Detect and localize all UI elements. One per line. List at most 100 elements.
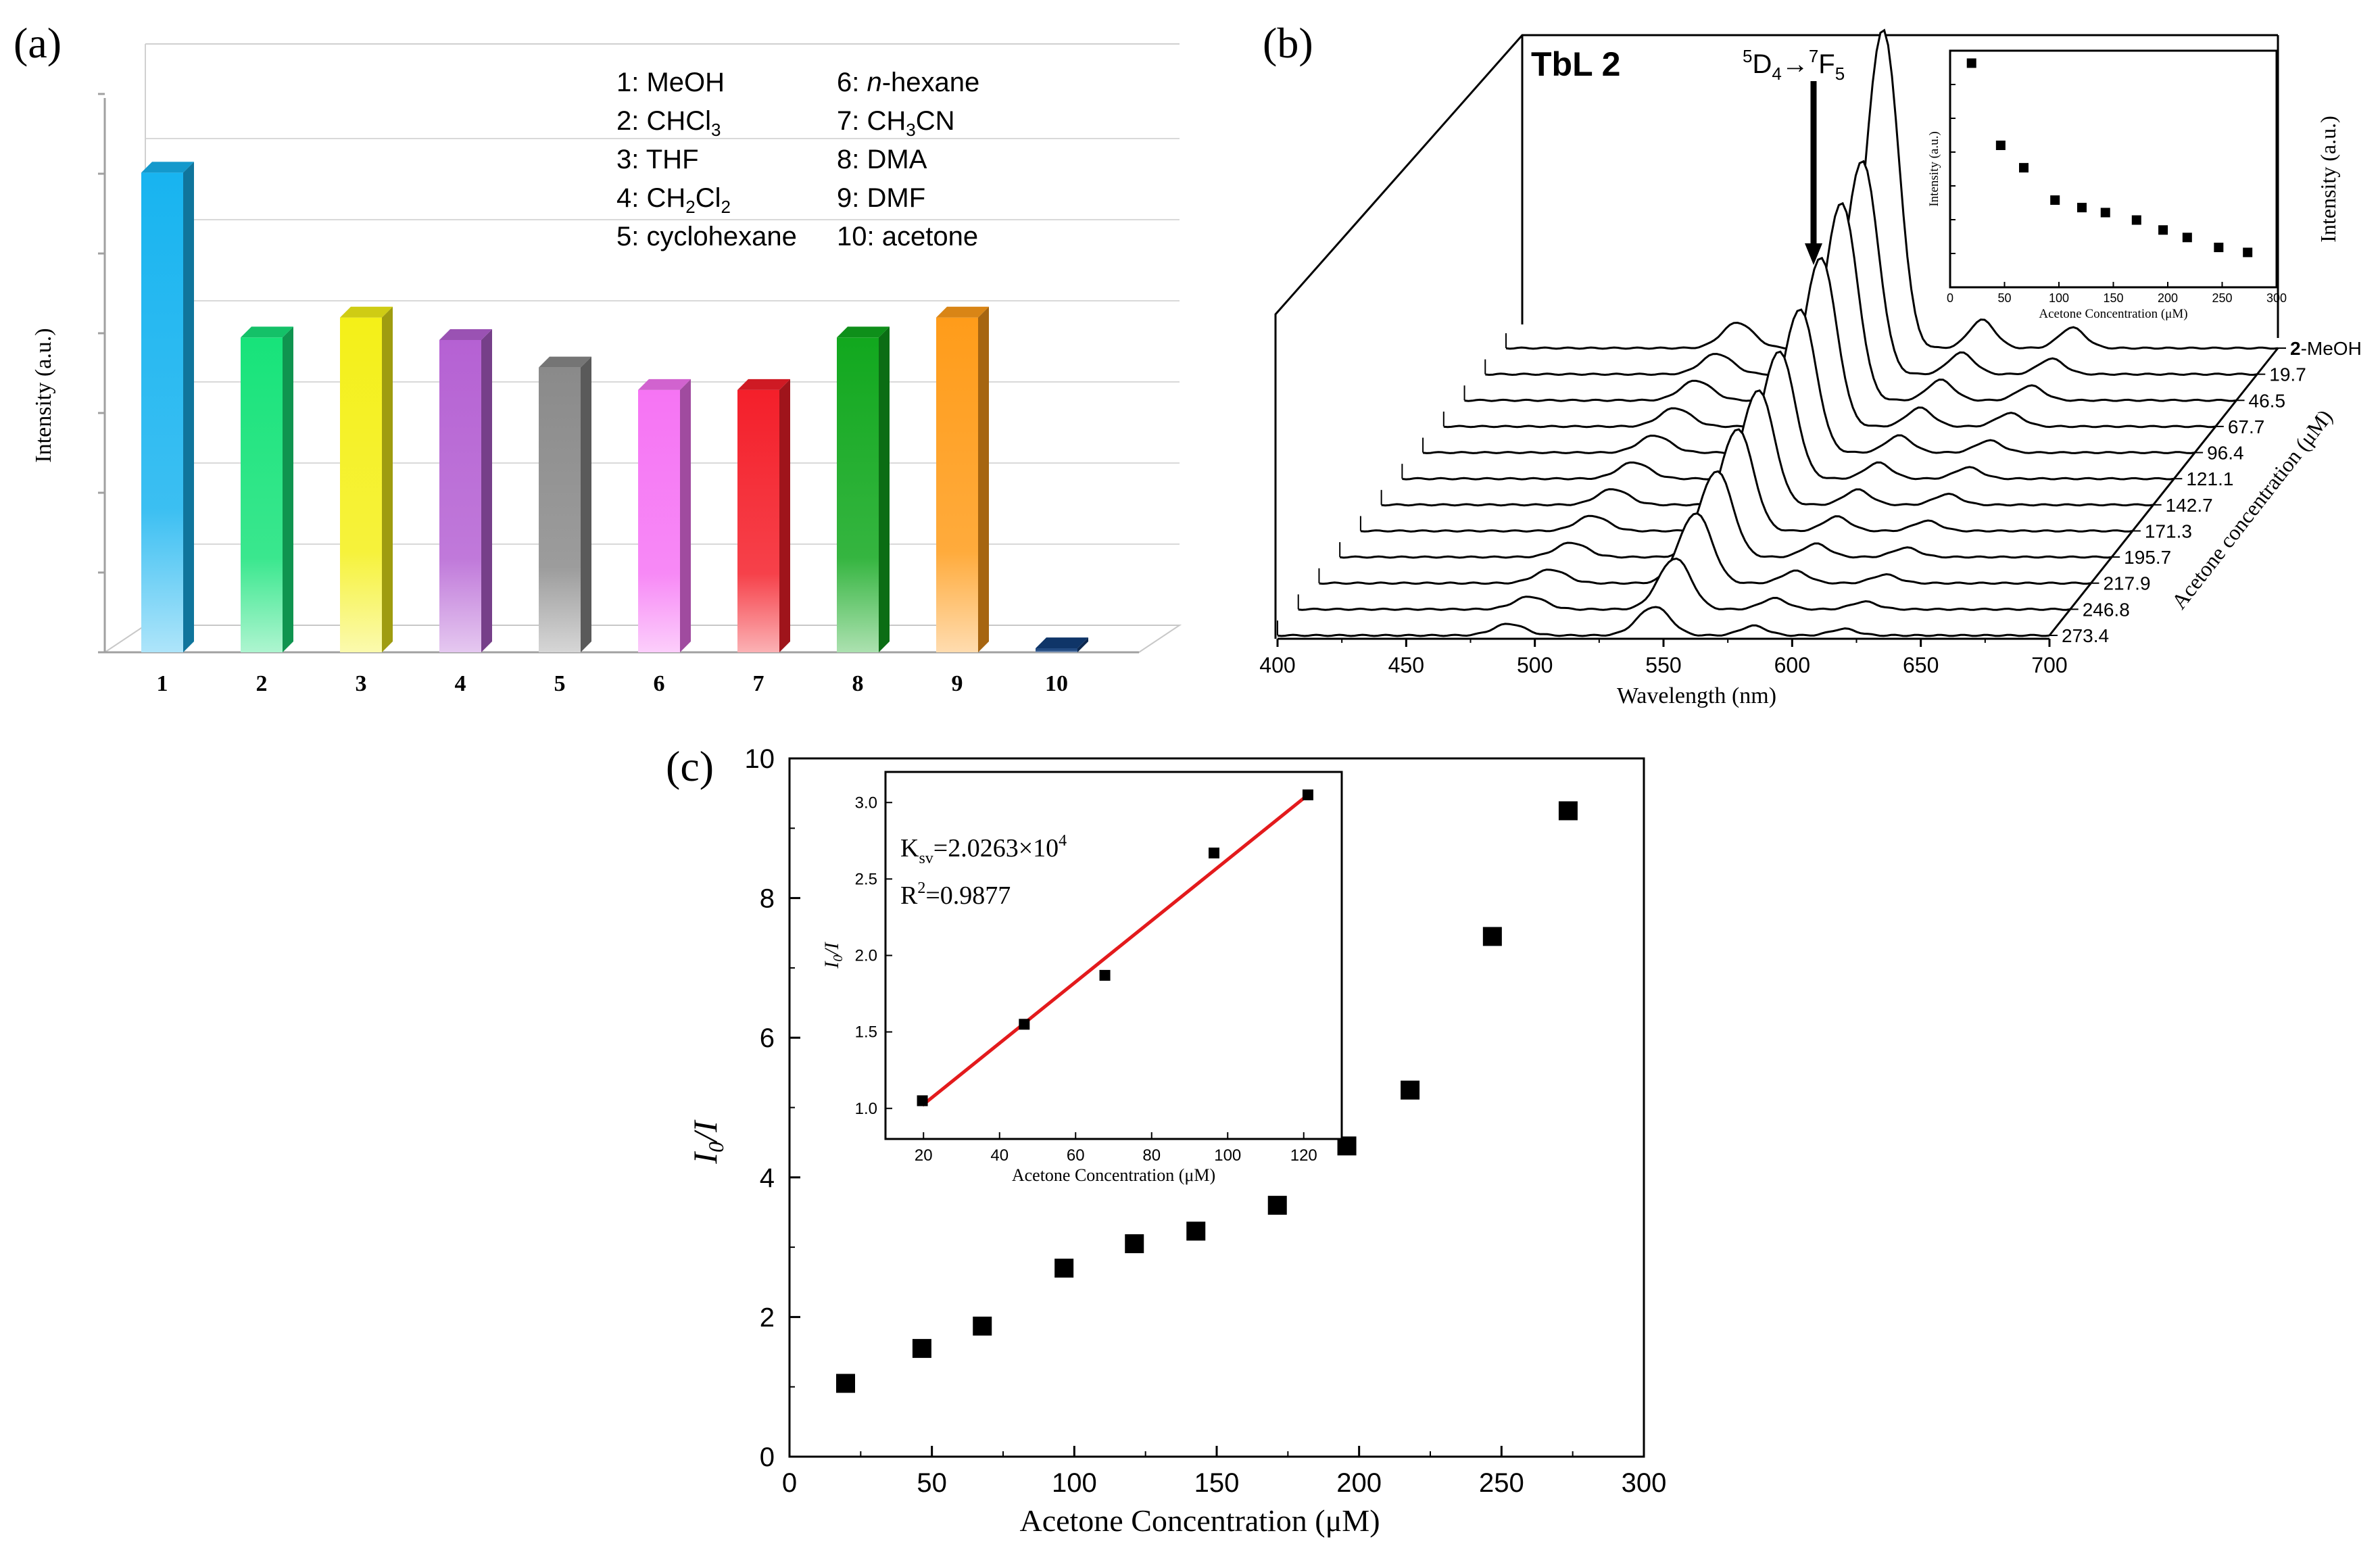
bar-1: [141, 162, 194, 653]
inset-y-tick-label: 1.0: [855, 1100, 877, 1118]
inset-point: [917, 1095, 928, 1107]
x-tick-label: 100: [1052, 1468, 1097, 1498]
legend-entry: 10: acetone: [837, 222, 978, 251]
inset-point: [1302, 789, 1313, 800]
spectrum-fill: [1506, 30, 2278, 350]
bar-front: [539, 367, 581, 652]
inset-point: [1019, 1019, 1030, 1030]
bar-top: [340, 306, 393, 318]
bar-top: [439, 329, 492, 340]
x-tick-label: 600: [1774, 653, 1810, 677]
inset-x-tick-label: 0: [1947, 291, 1953, 305]
bar-front: [241, 337, 283, 652]
category-label: 8: [852, 671, 864, 696]
bar-top: [638, 379, 691, 390]
inset-point: [1966, 58, 1976, 68]
panel-a-y-axis-label: Intensity (a.u.): [31, 328, 56, 462]
data-point: [1186, 1221, 1206, 1241]
spectrum-142.7: [1381, 389, 2154, 507]
category-label: 2: [256, 671, 268, 696]
x-tick-label: 50: [917, 1468, 947, 1498]
data-point: [1267, 1196, 1287, 1215]
bar-6: [638, 379, 691, 652]
data-point: [1482, 927, 1502, 946]
legend-entry: 4: CH2Cl2: [616, 183, 731, 217]
panel-b-x-axis-label: Wavelength (nm): [1617, 683, 1776, 708]
inset-y-axis-label: I0/I: [821, 941, 846, 969]
inset-x-tick-label: 200: [2158, 291, 2178, 305]
inset-y-tick-label: 2.5: [855, 870, 877, 888]
bar-side: [978, 306, 989, 652]
z-tick-label: 96.4: [2207, 443, 2244, 464]
bar-top: [141, 162, 194, 173]
inset-y-axis-label: Intensity (a.u.): [1927, 131, 1941, 206]
data-point: [912, 1338, 931, 1358]
spectrum-273.4: [1277, 606, 2050, 637]
spectrum-fill: [1402, 351, 2175, 481]
bar-side: [183, 162, 194, 653]
bar-side: [779, 379, 790, 652]
inset-y-tick-label: 3.0: [855, 794, 877, 812]
inset-point: [2050, 195, 2060, 205]
bar-8: [837, 326, 890, 652]
r2-annotation: R2=0.9877: [900, 879, 1011, 910]
spectrum-fill: [1485, 161, 2258, 376]
category-label: 1: [157, 671, 168, 696]
legend-entry: 9: DMF: [837, 183, 925, 213]
inset-x-tick-label: 60: [1067, 1146, 1085, 1165]
box-edge: [1274, 34, 2278, 639]
spectrum-121.1: [1402, 350, 2175, 481]
z-tick-label: 19.7: [2269, 364, 2306, 385]
bar-front: [737, 389, 779, 652]
spectrum-67.7: [1443, 256, 2216, 429]
inset-x-tick-label: 50: [1997, 291, 2011, 305]
panel-c-points: [836, 801, 1578, 1393]
panel-a-bars: [141, 162, 1088, 653]
inset-point: [1209, 847, 1219, 858]
y-tick-label: 2: [760, 1303, 775, 1332]
data-point: [1054, 1259, 1074, 1278]
bar-3: [340, 306, 393, 652]
inset-x-tick-label: 250: [2212, 291, 2232, 305]
y-tick-label: 4: [760, 1163, 775, 1193]
data-point: [1401, 1080, 1420, 1100]
spectrum-195.7: [1340, 470, 2112, 559]
category-label: 4: [455, 671, 466, 696]
bar-front: [340, 317, 382, 652]
spectrum-fill: [1340, 471, 2112, 559]
spectrum-46.5: [1464, 201, 2237, 402]
panel-b-title: TbL 2: [1531, 45, 1620, 83]
bar-side: [680, 379, 691, 652]
spectrum-171.3: [1360, 428, 2133, 533]
spectrum-fill: [1443, 258, 2216, 428]
spectrum-fill: [1278, 607, 2049, 637]
spectrum-96.4: [1422, 308, 2195, 454]
inset-point: [2018, 163, 2029, 173]
inset-y-tick-label: 2.0: [855, 947, 877, 965]
spectrum-fill: [1423, 310, 2195, 454]
inset-x-axis-label: Acetone Concentration (μM): [1012, 1165, 1215, 1185]
bar-side: [481, 329, 492, 652]
category-label: 9: [952, 671, 963, 696]
transition-label: 5D4→7F5: [1743, 46, 1845, 84]
transition-arrow-head: [1805, 243, 1822, 265]
panel-c-inset: 20 40 60 80 100 120 1.0 1.5 2.0 2.5 3.0 Acetone Con…: [821, 771, 1343, 1185]
legend-entry: 8: DMA: [837, 145, 927, 174]
panel-a-category-labels: 1 2 3 4 5 6 7 8 9 10: [157, 671, 1069, 696]
category-label: 7: [753, 671, 764, 696]
inset-x-tick-label: 80: [1142, 1146, 1161, 1165]
inset-point: [2214, 243, 2224, 253]
panel-c-axes: 0 50 100 150 200 250 300 0 2 4 6 8 10: [745, 744, 1667, 1498]
inset-point: [1099, 969, 1111, 981]
x-tick-label: 700: [2031, 653, 2067, 677]
category-label: 3: [356, 671, 367, 696]
bar-front: [439, 340, 481, 652]
panel-b-annotation: 5D4→7F5: [1743, 46, 1845, 265]
bar-2: [241, 326, 293, 652]
panel-c-y-axis-label: I0/I: [686, 1119, 728, 1165]
inset-x-tick-label: 150: [2103, 291, 2123, 305]
legend-entry: 1: MeOH: [616, 68, 725, 97]
bar-front: [638, 389, 680, 652]
category-label: 5: [554, 671, 566, 696]
y-tick-label: 0: [760, 1442, 775, 1472]
